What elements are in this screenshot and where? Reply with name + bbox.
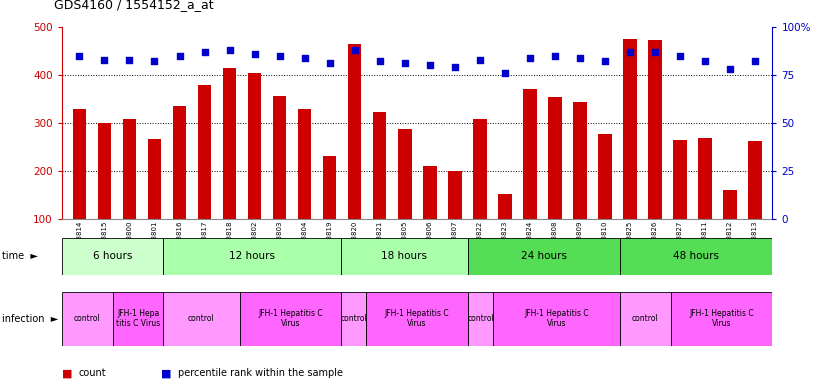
Point xyxy=(548,53,562,59)
Point xyxy=(223,47,236,53)
Bar xyxy=(623,39,637,219)
Text: 24 hours: 24 hours xyxy=(521,251,567,262)
Text: JFH-1 Hepatitis C
Virus: JFH-1 Hepatitis C Virus xyxy=(385,309,449,328)
Text: 48 hours: 48 hours xyxy=(673,251,719,262)
Point xyxy=(148,58,161,65)
Bar xyxy=(548,97,562,219)
Bar xyxy=(671,292,772,346)
Bar xyxy=(573,102,586,219)
Point xyxy=(273,53,286,59)
Bar xyxy=(341,238,468,275)
Bar xyxy=(173,106,187,219)
Point xyxy=(123,56,136,63)
Bar xyxy=(122,119,136,219)
Bar xyxy=(197,86,211,219)
Bar xyxy=(348,44,362,219)
Bar xyxy=(398,129,411,219)
Bar xyxy=(748,141,762,219)
Text: control: control xyxy=(340,314,367,323)
Bar xyxy=(423,166,436,219)
Text: control: control xyxy=(468,314,494,323)
Bar xyxy=(273,96,287,219)
Bar xyxy=(73,109,87,219)
Point xyxy=(298,55,311,61)
Text: 18 hours: 18 hours xyxy=(382,251,427,262)
Point xyxy=(724,66,737,72)
Bar xyxy=(620,238,772,275)
Text: control: control xyxy=(632,314,659,323)
Bar xyxy=(164,238,341,275)
Bar xyxy=(493,292,620,346)
Point xyxy=(673,53,686,59)
Point xyxy=(698,58,711,65)
Point xyxy=(748,58,762,65)
Bar xyxy=(673,140,686,219)
Text: infection  ►: infection ► xyxy=(2,314,58,324)
Point xyxy=(648,49,662,55)
Text: control: control xyxy=(188,314,215,323)
Point xyxy=(373,58,387,65)
Point xyxy=(248,51,261,57)
Point xyxy=(323,60,336,66)
Bar xyxy=(297,109,311,219)
Bar xyxy=(723,190,737,219)
Bar xyxy=(648,40,662,219)
Point xyxy=(348,47,361,53)
Text: GDS4160 / 1554152_a_at: GDS4160 / 1554152_a_at xyxy=(54,0,213,12)
Text: ■: ■ xyxy=(62,368,73,378)
Point xyxy=(498,70,511,76)
Text: count: count xyxy=(78,368,106,378)
Text: JFH-1 Hepatitis C
Virus: JFH-1 Hepatitis C Virus xyxy=(525,309,589,328)
Text: JFH-1 Hepatitis C
Virus: JFH-1 Hepatitis C Virus xyxy=(258,309,323,328)
Bar xyxy=(62,292,112,346)
Text: time  ►: time ► xyxy=(2,251,37,262)
Point xyxy=(398,60,411,66)
Bar xyxy=(223,68,236,219)
Point xyxy=(173,53,186,59)
Bar xyxy=(148,139,161,219)
Bar xyxy=(367,292,468,346)
Text: percentile rank within the sample: percentile rank within the sample xyxy=(178,368,343,378)
Bar xyxy=(448,171,462,219)
Bar xyxy=(498,194,511,219)
Point xyxy=(448,64,461,70)
Text: 12 hours: 12 hours xyxy=(230,251,275,262)
Bar xyxy=(698,138,712,219)
Bar xyxy=(112,292,164,346)
Bar xyxy=(248,73,261,219)
Bar xyxy=(62,238,164,275)
Text: control: control xyxy=(74,314,101,323)
Bar xyxy=(164,292,240,346)
Point xyxy=(97,56,111,63)
Bar xyxy=(97,123,112,219)
Bar xyxy=(598,134,611,219)
Point xyxy=(573,55,586,61)
Bar xyxy=(323,157,336,219)
Text: JFH-1 Hepa
titis C Virus: JFH-1 Hepa titis C Virus xyxy=(116,309,160,328)
Text: ■: ■ xyxy=(161,368,172,378)
Point xyxy=(73,53,86,59)
Point xyxy=(423,62,436,68)
Point xyxy=(473,56,487,63)
Point xyxy=(598,58,611,65)
Bar xyxy=(240,292,341,346)
Bar xyxy=(523,89,537,219)
Bar xyxy=(468,238,620,275)
Text: JFH-1 Hepatitis C
Virus: JFH-1 Hepatitis C Virus xyxy=(689,309,754,328)
Point xyxy=(623,49,636,55)
Bar xyxy=(468,292,493,346)
Text: 6 hours: 6 hours xyxy=(93,251,132,262)
Bar xyxy=(472,119,487,219)
Point xyxy=(198,49,211,55)
Point xyxy=(523,55,536,61)
Bar xyxy=(373,112,387,219)
Bar xyxy=(341,292,367,346)
Bar xyxy=(620,292,671,346)
